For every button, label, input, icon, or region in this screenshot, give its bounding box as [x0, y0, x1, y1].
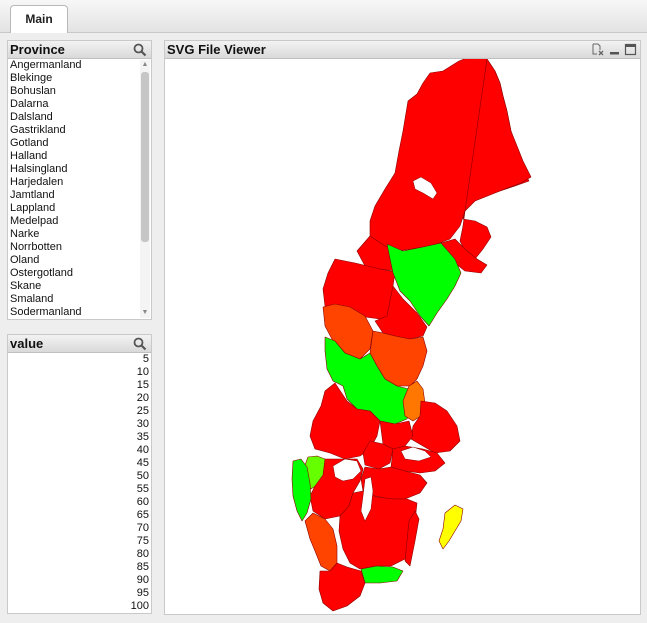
province-skane[interactable]	[318, 562, 366, 612]
search-icon[interactable]	[133, 43, 147, 57]
scroll-down-arrow[interactable]: ▼	[141, 309, 149, 316]
value-list-item[interactable]: 95	[136, 587, 149, 599]
province-list-item[interactable]: Lappland	[10, 202, 56, 214]
province-list: Angermanland Blekinge Bohuslan Dalarna Dalsl…	[8, 59, 139, 319]
province-list-item[interactable]: Harjedalen	[10, 176, 64, 188]
province-dalarna[interactable]	[324, 336, 414, 425]
value-list-item[interactable]: 85	[136, 561, 149, 573]
lake-torneträsk	[412, 176, 438, 200]
province-blekinge[interactable]	[360, 565, 404, 584]
province-list-item[interactable]: Halsingland	[10, 163, 68, 175]
province-oland[interactable]	[404, 510, 420, 567]
value-list-item[interactable]: 100	[130, 600, 149, 612]
value-list-item[interactable]: 40	[136, 444, 149, 456]
maximize-icon[interactable]	[624, 43, 637, 56]
province-gotland[interactable]	[438, 504, 464, 550]
province-list-item[interactable]: Dalsland	[10, 111, 53, 123]
value-listbox-header: value	[8, 335, 151, 353]
province-list-item[interactable]: Bohuslan	[10, 85, 56, 97]
province-list-item[interactable]: Medelpad	[10, 215, 59, 227]
province-list-item[interactable]: Blekinge	[10, 72, 53, 84]
value-list: 5 10 15 20 25 30 35 40 45 50 55 60 65 70 75 80 85 90 95 100	[8, 353, 151, 613]
value-list-item[interactable]: 5	[142, 353, 149, 365]
value-listbox: value 5 10 15 20 25 30 35 40 45 50 55 60 65 70 75 80 85 9…	[7, 334, 152, 614]
value-listbox-title: value	[10, 336, 44, 351]
province-list-item[interactable]: Dalarna	[10, 98, 49, 110]
province-halland[interactable]	[304, 512, 338, 572]
province-list-item[interactable]: Ostergotland	[10, 267, 73, 279]
province-list-item[interactable]: Skane	[10, 280, 42, 292]
province-uppland[interactable]	[410, 400, 461, 454]
province-list-item[interactable]: Angermanland	[10, 59, 82, 71]
value-list-item[interactable]: 30	[136, 418, 149, 430]
clear-selection-icon[interactable]	[591, 43, 604, 56]
value-list-item[interactable]: 20	[136, 392, 149, 404]
province-scrollbar[interactable]: ▲ ▼	[140, 60, 150, 318]
value-list-item[interactable]: 65	[136, 509, 149, 521]
province-list-item[interactable]: Smaland	[10, 293, 54, 305]
tab-main[interactable]: Main	[10, 5, 68, 33]
province-list-item[interactable]: Gastrikland	[10, 124, 66, 136]
value-list-item[interactable]: 60	[136, 496, 149, 508]
province-bohuslan[interactable]	[291, 458, 312, 522]
province-list-item[interactable]: Norrbotten	[10, 241, 62, 253]
province-angermanland[interactable]	[386, 242, 462, 327]
minimize-icon[interactable]	[608, 43, 621, 56]
province-listbox: Province Angermanland Blekinge Bohuslan Dal…	[7, 40, 152, 320]
value-list-item[interactable]: 10	[136, 366, 149, 378]
lake-vanern	[332, 458, 362, 482]
viewer-header: SVG File Viewer	[165, 41, 640, 59]
value-list-item[interactable]: 25	[136, 405, 149, 417]
viewer-title: SVG File Viewer	[167, 42, 266, 57]
province-listbox-title: Province	[10, 42, 65, 57]
sweden-province-map[interactable]	[165, 59, 640, 614]
province-listbox-header: Province	[8, 41, 151, 59]
value-list-item[interactable]: 80	[136, 548, 149, 560]
province-list-item[interactable]: Oland	[10, 254, 40, 266]
value-list-item[interactable]: 90	[136, 574, 149, 586]
tab-bar: Main	[0, 0, 647, 33]
province-list-item[interactable]: Gotland	[10, 137, 49, 149]
value-list-item[interactable]: 75	[136, 535, 149, 547]
value-list-item[interactable]: 55	[136, 483, 149, 495]
lake-vattern	[360, 476, 374, 522]
value-list-item[interactable]: 50	[136, 470, 149, 482]
scrollbar-thumb[interactable]	[141, 72, 149, 242]
search-icon[interactable]	[133, 337, 147, 351]
province-harjedalen[interactable]	[322, 303, 374, 360]
province-narke[interactable]	[362, 440, 394, 470]
lake-malaren	[400, 446, 432, 462]
svg-file-viewer: SVG File Viewer	[164, 40, 641, 615]
value-list-item[interactable]: 15	[136, 379, 149, 391]
value-list-item[interactable]: 35	[136, 431, 149, 443]
value-list-item[interactable]: 70	[136, 522, 149, 534]
scroll-up-arrow[interactable]: ▲	[141, 61, 149, 68]
province-list-item[interactable]: Jamtland	[10, 189, 55, 201]
province-list-item[interactable]: Sodermanland	[10, 306, 82, 318]
province-list-item[interactable]: Halland	[10, 150, 48, 162]
province-list-item[interactable]: Narke	[10, 228, 40, 240]
value-list-item[interactable]: 45	[136, 457, 149, 469]
